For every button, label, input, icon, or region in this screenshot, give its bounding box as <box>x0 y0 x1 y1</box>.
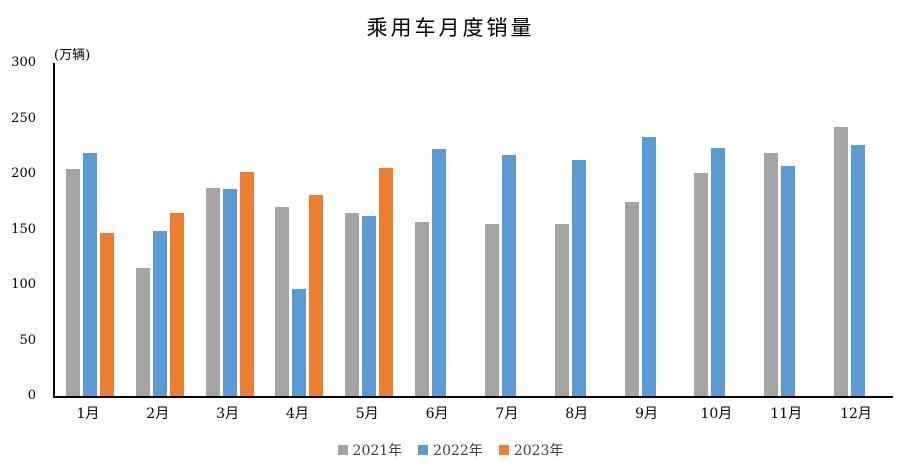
bar <box>222 189 237 396</box>
x-tick-label: 3月 <box>216 406 240 422</box>
bar <box>694 173 709 396</box>
bar-group <box>823 63 893 396</box>
x-axis-tick-labels: 1月 2月 3月 4月 5月 6月 7月 8月 9月 10月 11月 12月 <box>53 403 891 423</box>
bar <box>415 221 430 396</box>
bar <box>135 267 150 396</box>
bar <box>292 288 307 396</box>
x-tick-label: 8月 <box>565 406 589 422</box>
bar <box>239 172 254 396</box>
bar <box>851 144 866 396</box>
x-tick-label: 2月 <box>146 406 170 422</box>
bar-group <box>264 63 334 396</box>
x-tick-label: 5月 <box>355 406 379 422</box>
bar <box>82 153 97 396</box>
bar-group <box>195 63 265 396</box>
legend: 2021年 2022年 2023年 <box>0 440 901 460</box>
bar <box>781 165 796 396</box>
legend-item: 2023年 <box>498 440 564 460</box>
x-tick-label: 9月 <box>635 406 658 422</box>
bar <box>571 160 586 396</box>
legend-swatch-icon <box>337 445 348 455</box>
y-tick-label: 0 <box>27 388 36 403</box>
bar-group <box>544 63 614 396</box>
x-tick-label: 11月 <box>770 406 803 422</box>
bar <box>834 127 849 396</box>
y-tick-label: 250 <box>11 110 36 126</box>
bar-group <box>614 63 684 396</box>
y-tick-label: 150 <box>11 221 36 237</box>
x-tick-label: 4月 <box>285 406 309 422</box>
legend-label: 2023年 <box>513 443 564 459</box>
bar-group <box>753 63 823 396</box>
bar-group <box>474 63 544 396</box>
bar <box>205 188 220 396</box>
bar <box>432 149 447 396</box>
bar <box>711 148 726 396</box>
y-tick-label: 50 <box>19 332 36 348</box>
x-tick-label: 6月 <box>425 406 449 422</box>
bar <box>275 206 290 396</box>
bar-group <box>683 63 753 396</box>
x-tick-label: 12月 <box>840 406 872 422</box>
bar <box>484 223 499 396</box>
legend-item: 2021年 <box>337 440 403 460</box>
y-tick-label: 300 <box>11 55 36 70</box>
bar-group <box>404 63 474 396</box>
bar <box>379 168 394 396</box>
legend-item: 2022年 <box>418 440 483 460</box>
bar <box>641 137 656 396</box>
bar <box>345 213 360 396</box>
legend-swatch-icon <box>418 445 429 455</box>
bar <box>309 194 324 396</box>
bar <box>99 232 114 396</box>
bar-group <box>334 63 404 396</box>
bar <box>624 201 639 396</box>
chart-title: 乘用车月度销量 <box>366 16 535 40</box>
bar-group <box>125 63 195 396</box>
x-tick-label: 1月 <box>76 406 100 422</box>
bar <box>501 154 516 396</box>
bar-group <box>55 63 125 396</box>
legend-label: 2021年 <box>352 443 403 459</box>
y-tick-label: 200 <box>11 166 36 181</box>
x-tick-label: 10月 <box>700 406 733 422</box>
legend-swatch-icon <box>498 445 509 455</box>
y-tick-label: 100 <box>11 277 36 292</box>
legend-label: 2022年 <box>433 443 483 459</box>
bar <box>152 230 167 396</box>
bar <box>764 152 779 396</box>
y-axis-unit-label: (万辆) <box>54 48 91 63</box>
bar <box>169 212 184 396</box>
x-tick-label: 7月 <box>495 406 519 422</box>
bar <box>65 169 80 396</box>
bar <box>362 215 377 396</box>
plot-area <box>53 63 893 398</box>
bar <box>554 223 569 396</box>
